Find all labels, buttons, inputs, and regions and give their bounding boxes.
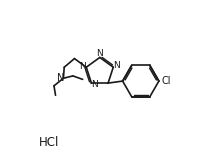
Text: HCl: HCl <box>39 136 60 149</box>
Text: N: N <box>92 80 98 90</box>
Text: N: N <box>113 61 120 70</box>
Text: N: N <box>57 73 64 83</box>
Text: Cl: Cl <box>162 76 171 86</box>
Text: N: N <box>96 49 103 59</box>
Text: N: N <box>79 62 86 71</box>
